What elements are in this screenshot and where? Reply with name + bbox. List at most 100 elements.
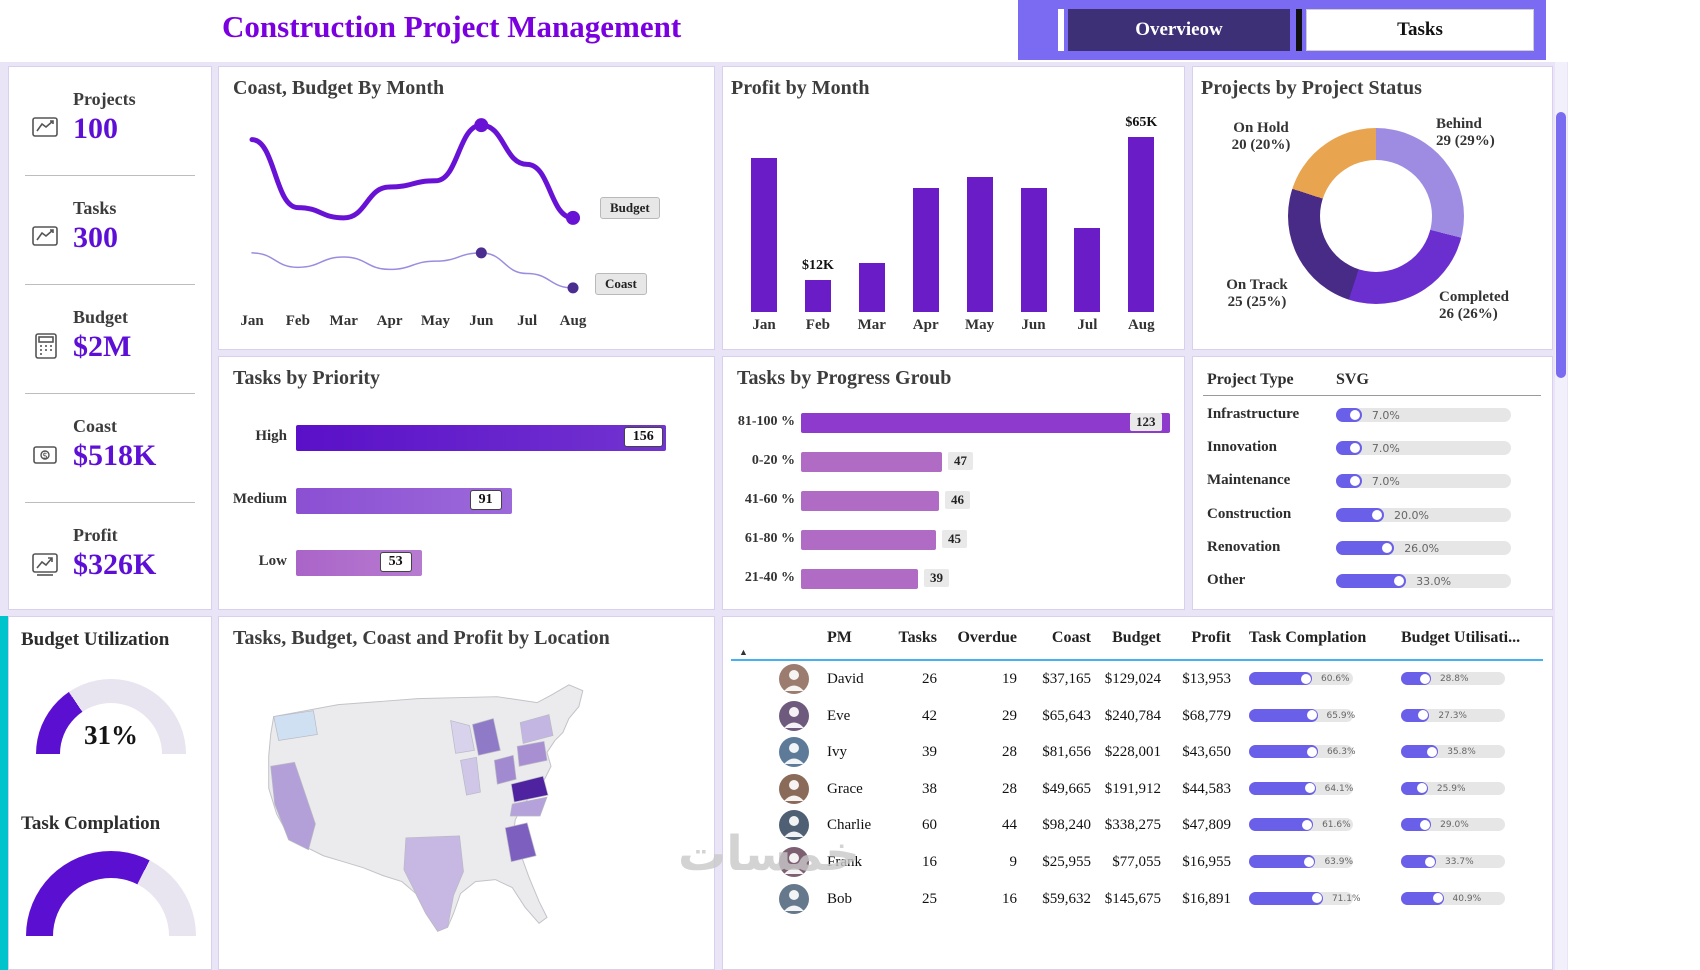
pm-name: David xyxy=(827,671,864,687)
kpi-value: $326K xyxy=(73,548,157,581)
state-illinois[interactable] xyxy=(460,756,481,796)
progress-bar[interactable] xyxy=(801,491,939,511)
progress-pill-knob xyxy=(1349,443,1360,454)
progress-bar[interactable] xyxy=(801,413,1170,433)
half-gauge xyxy=(26,851,196,936)
state-north-carolina[interactable] xyxy=(509,796,548,817)
scrollbar-thumb[interactable] xyxy=(1556,112,1566,378)
budget-utilization-bar: 35.8% xyxy=(1401,745,1535,759)
tasks-by-priority-panel: Tasks by Priority High 156 Medium 91 Low 53 xyxy=(218,356,715,610)
col-coast[interactable]: Coast xyxy=(1051,629,1091,646)
profit-bar[interactable] xyxy=(912,187,939,312)
pill-fill xyxy=(1249,781,1316,795)
category-label: Medium xyxy=(232,491,287,507)
progress-bar[interactable] xyxy=(801,452,942,472)
priority-bar[interactable] xyxy=(296,425,666,451)
overdue-value: 19 xyxy=(1002,671,1017,687)
state-new-york[interactable] xyxy=(519,714,554,744)
pill-track xyxy=(1249,855,1353,868)
table-row[interactable]: Bob 25 16 $59,632 $145,675 $16,891 71.1% 40.9% xyxy=(723,881,1552,917)
col-budget[interactable]: Budget xyxy=(1112,629,1161,646)
chart-title: Projects by Project Status xyxy=(1201,77,1422,99)
pm-table-panel: ▲ PM Tasks Overdue Coast Budget Profit T… xyxy=(722,616,1553,970)
percent-label: 64.1% xyxy=(1324,783,1354,794)
bar-chart: Jan $12K Feb Mar Apr May Jun Jul $65K Aug xyxy=(723,67,1184,349)
table-row[interactable]: David 26 19 $37,165 $129,024 $13,953 60.6% 28.8… xyxy=(723,661,1552,697)
table-row[interactable]: Grace 38 28 $49,665 $191,912 $44,583 64.1% 25.9… xyxy=(723,771,1552,807)
svg-text:Mar: Mar xyxy=(330,313,359,329)
percent-label: 40.9% xyxy=(1452,893,1482,904)
col-pm[interactable]: PM xyxy=(827,629,852,646)
bar-value-label: 123 xyxy=(1130,413,1162,431)
tab-overview[interactable]: Overvieow xyxy=(1068,9,1290,51)
profit-bar[interactable] xyxy=(804,279,831,312)
state-michigan[interactable] xyxy=(472,718,501,756)
percent-label: 29.0% xyxy=(1440,820,1469,831)
bar-value-label: 45 xyxy=(942,530,967,548)
profit-bar[interactable] xyxy=(751,158,777,312)
profit-bar[interactable] xyxy=(858,263,885,312)
table-row[interactable]: Frank 16 9 $25,955 $77,055 $16,955 63.9% 33.7% xyxy=(723,844,1552,880)
category-label: 81-100 % xyxy=(737,414,795,429)
profit-value: $16,955 xyxy=(1182,854,1231,870)
kpi-label: Budget xyxy=(73,307,129,327)
scrollbar[interactable] xyxy=(1555,62,1567,970)
budget-value: $77,055 xyxy=(1112,854,1161,870)
col-task-completion[interactable]: Task Complation xyxy=(1249,629,1367,646)
bar-data-label: $65K xyxy=(1125,114,1158,130)
coast-value: $81,656 xyxy=(1042,744,1091,761)
category-label: 21-40 % xyxy=(744,570,795,585)
profit-bar[interactable] xyxy=(1020,187,1047,312)
table-row[interactable]: Eve 42 29 $65,643 $240,784 $68,779 65.9% 27.3% xyxy=(723,698,1552,734)
table-row[interactable]: Ivy 39 28 $81,656 $228,001 $43,650 66.3% 35.8% xyxy=(723,734,1552,770)
profit-bar[interactable] xyxy=(1128,136,1155,312)
table-row[interactable]: Charlie 60 44 $98,240 $338,275 $47,809 61.6% 29… xyxy=(723,807,1552,843)
kpi-label: Coast xyxy=(73,416,117,436)
profit-value: $44,583 xyxy=(1182,780,1231,797)
progress-pill-track xyxy=(1336,408,1511,422)
state-virginia[interactable] xyxy=(510,775,549,803)
sort-indicator[interactable]: ▲ xyxy=(739,647,748,657)
progress-pill-track xyxy=(1336,474,1511,489)
progress-pill-knob xyxy=(1349,476,1360,487)
column-header[interactable]: Project Type xyxy=(1207,371,1294,388)
tab-tasks[interactable]: Tasks xyxy=(1306,9,1534,51)
tasks-value: 39 xyxy=(922,744,937,761)
col-profit[interactable]: Profit xyxy=(1191,629,1231,646)
percent-label: 20.0% xyxy=(1394,508,1429,522)
col-overdue[interactable]: Overdue xyxy=(957,629,1017,646)
chart-title: Tasks, Budget, Coast and Profit by Locat… xyxy=(233,627,610,649)
column-header[interactable]: SVG xyxy=(1336,371,1369,388)
profit-value: $43,650 xyxy=(1182,744,1231,761)
x-axis-label: May xyxy=(965,317,995,333)
x-axis-label: Jan xyxy=(752,317,776,333)
percent-label: 27.3% xyxy=(1438,710,1467,721)
percent-label: 35.8% xyxy=(1447,747,1476,758)
state-washington[interactable] xyxy=(273,710,318,741)
state-pennsylvania[interactable] xyxy=(516,741,548,767)
col-tasks[interactable]: Tasks xyxy=(898,629,937,646)
category-label: 0-20 % xyxy=(751,453,795,468)
kpi-list: Projects 100 Tasks 300 Budget $2M $ Coast $518K P… xyxy=(9,67,211,609)
pill-knob xyxy=(1419,673,1430,684)
percent-label: 66.3% xyxy=(1326,747,1356,758)
state-ohio[interactable] xyxy=(493,754,517,785)
state-wisconsin[interactable] xyxy=(450,720,475,754)
progress-bar[interactable] xyxy=(801,530,936,550)
percent-label: 7.0% xyxy=(1371,442,1400,456)
kpi-card: Projects 100 xyxy=(25,67,195,176)
profit-bar[interactable] xyxy=(966,177,993,312)
category-label: 41-60 % xyxy=(744,492,795,507)
state-texas[interactable] xyxy=(403,835,464,932)
state-california[interactable] xyxy=(270,761,316,851)
profit-bar[interactable] xyxy=(1074,228,1101,312)
progress-bar[interactable] xyxy=(801,569,918,589)
col-budget-utilization[interactable]: Budget Utilisati... xyxy=(1401,629,1521,646)
pill-fill xyxy=(1249,855,1316,868)
profit-bar-panel: Profit by Month Jan $12K Feb Mar Apr May Jun Ju… xyxy=(722,66,1185,350)
percent-label: 65.9% xyxy=(1326,710,1356,721)
pill-track xyxy=(1249,672,1353,685)
pill-knob xyxy=(1432,893,1443,904)
state-georgia[interactable] xyxy=(504,822,537,863)
pill-knob xyxy=(1420,819,1431,830)
